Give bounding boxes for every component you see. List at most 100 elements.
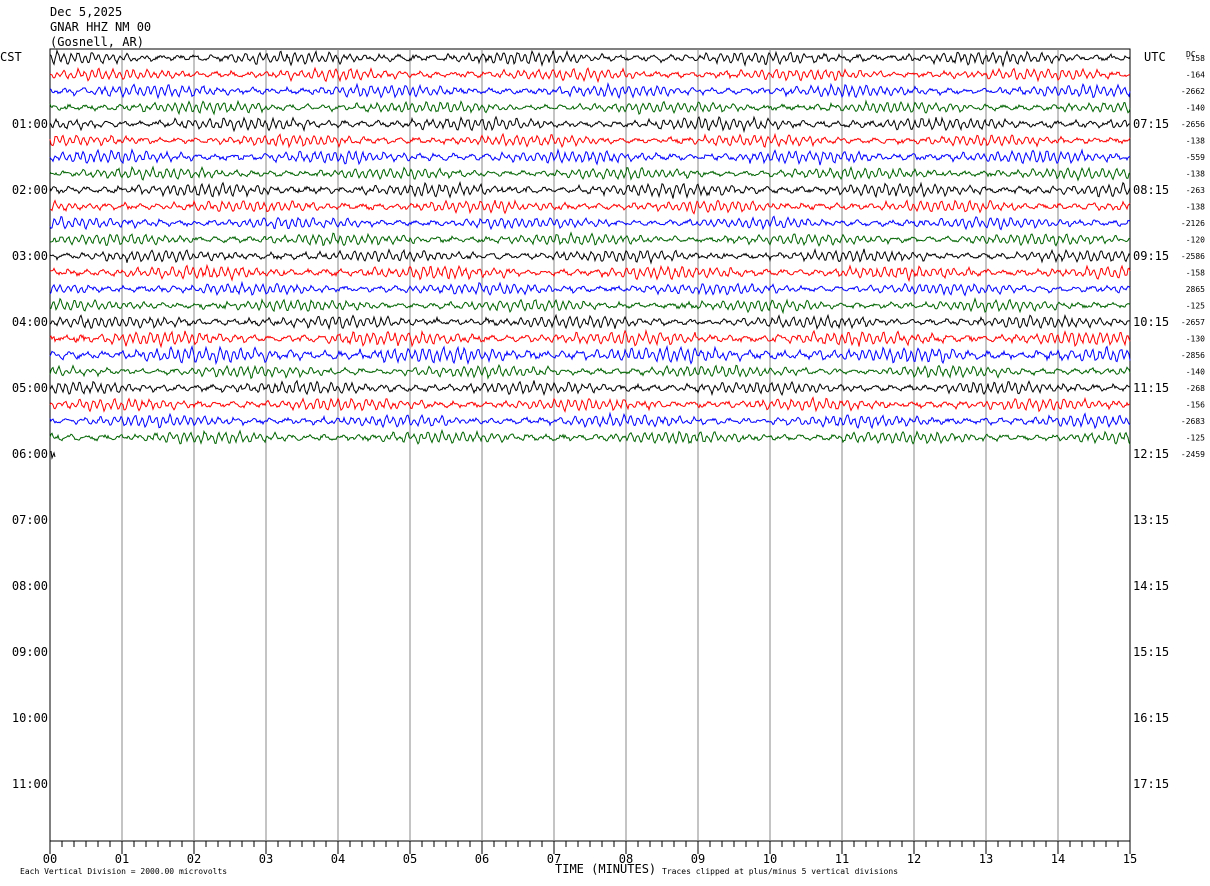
x-tick-label: 06 <box>475 852 489 866</box>
trace-row-6 <box>49 148 1131 166</box>
trace-row-15 <box>49 297 1131 315</box>
trace-row-12 <box>49 247 1131 265</box>
right-timezone-label: UTC <box>1144 50 1166 64</box>
dc-offset-label: -156 <box>1186 401 1205 410</box>
left-timezone-label: CST <box>0 50 22 64</box>
x-tick-label: 08 <box>619 852 633 866</box>
right-hour-label: 10:15 <box>1133 315 1169 329</box>
x-tick-label: 11 <box>835 852 849 866</box>
trace-row-22 <box>49 411 1131 430</box>
trace-row-17 <box>49 328 1131 349</box>
dc-offset-label: -263 <box>1186 186 1205 195</box>
station-label: GNAR HHZ NM 00 <box>50 20 151 34</box>
left-hour-labels: 01:00 02:00 03:00 04:00 05:00 06:00 07:00 08:00… <box>12 117 48 791</box>
x-tick-label: 05 <box>403 852 417 866</box>
scale-note: Each Vertical Division = 2000.00 microvo… <box>20 867 227 876</box>
trace-row-4 <box>49 115 1131 134</box>
x-tick-label: 14 <box>1051 852 1065 866</box>
left-hour-label: 03:00 <box>12 249 48 263</box>
x-tick-label: 15 <box>1123 852 1137 866</box>
dc-offset-label: -120 <box>1186 236 1205 245</box>
trace-row-23 <box>49 428 1131 445</box>
left-hour-label: 01:00 <box>12 117 48 131</box>
dc-offset-label: -2683 <box>1181 417 1205 426</box>
dc-offset-label: -138 <box>1186 137 1205 146</box>
x-tick-label: 04 <box>331 852 345 866</box>
dc-offset-label: -138 <box>1186 203 1205 212</box>
dc-offset-label: -140 <box>1186 104 1205 113</box>
right-hour-label: 16:15 <box>1133 711 1169 725</box>
dc-offset-label: 2865 <box>1186 285 1205 294</box>
left-hour-label: 11:00 <box>12 777 48 791</box>
x-tick-label: 10 <box>763 852 777 866</box>
right-hour-label: 12:15 <box>1133 447 1169 461</box>
x-tick-label: 00 <box>43 852 57 866</box>
trace-row-9 <box>49 199 1131 215</box>
dc-offset-label: -140 <box>1186 368 1205 377</box>
trace-row-20 <box>49 379 1131 397</box>
dc-offset-label: -125 <box>1186 302 1205 311</box>
left-hour-label: 06:00 <box>12 447 48 461</box>
date-label: Dec 5,2025 <box>50 5 122 19</box>
left-hour-label: 02:00 <box>12 183 48 197</box>
trace-row-19 <box>49 363 1131 380</box>
x-tick-label: 13 <box>979 852 993 866</box>
left-hour-label: 09:00 <box>12 645 48 659</box>
dc-offset-label: -130 <box>1186 335 1205 344</box>
seismic-traces <box>49 49 1131 460</box>
x-axis-title: TIME (MINUTES) <box>555 862 656 876</box>
dc-offset-label: -2662 <box>1181 87 1205 96</box>
trace-row-13 <box>49 263 1131 283</box>
dc-offset-label: -2657 <box>1181 318 1205 327</box>
dc-offset-label: -559 <box>1186 153 1205 162</box>
dc-offset-label: -2656 <box>1181 120 1205 129</box>
dc-offset-label: -268 <box>1186 384 1205 393</box>
left-hour-label: 10:00 <box>12 711 48 725</box>
trace-row-2 <box>49 81 1131 100</box>
trace-row-0 <box>49 49 1131 68</box>
x-tick-label: 01 <box>115 852 129 866</box>
location-label: (Gosnell, AR) <box>50 35 144 49</box>
trace-row-24 <box>50 450 56 460</box>
right-hour-label: 15:15 <box>1133 645 1169 659</box>
right-hour-labels: 07:15 08:15 09:15 10:15 11:15 12:15 13:15 14:15… <box>1133 117 1169 791</box>
dc-offset-label: -2459 <box>1181 450 1205 459</box>
trace-row-18 <box>49 344 1131 366</box>
trace-row-21 <box>49 396 1131 413</box>
minute-gridlines <box>121 49 1059 841</box>
plot-frame <box>49 48 1131 842</box>
left-hour-label: 08:00 <box>12 579 48 593</box>
trace-row-14 <box>49 280 1131 297</box>
right-hour-label: 11:15 <box>1133 381 1169 395</box>
right-hour-label: 08:15 <box>1133 183 1169 197</box>
right-hour-label: 14:15 <box>1133 579 1169 593</box>
dc-offset-label: -158 <box>1186 54 1205 63</box>
x-tick-label: 09 <box>691 852 705 866</box>
trace-row-7 <box>49 165 1131 182</box>
trace-row-11 <box>49 231 1130 247</box>
x-tick-label: 12 <box>907 852 921 866</box>
x-tick-label: 02 <box>187 852 201 866</box>
trace-row-8 <box>49 180 1131 199</box>
left-hour-label: 05:00 <box>12 381 48 395</box>
x-tick-label: 07 <box>547 852 561 866</box>
right-hour-label: 09:15 <box>1133 249 1169 263</box>
clip-note: Traces clipped at plus/minus 5 vertical … <box>662 867 898 876</box>
x-axis: 00 01 02 03 04 05 06 07 08 09 10 11 12 13 14 15 <box>43 841 1137 866</box>
dc-offset-label: -138 <box>1186 170 1205 179</box>
dc-offset-label: -2856 <box>1181 351 1205 360</box>
x-tick-label: 03 <box>259 852 273 866</box>
right-hour-label: 07:15 <box>1133 117 1169 131</box>
trace-row-3 <box>49 99 1131 116</box>
left-hour-label: 04:00 <box>12 315 48 329</box>
right-hour-label: 17:15 <box>1133 777 1169 791</box>
trace-row-1 <box>49 66 1131 84</box>
left-hour-label: 07:00 <box>12 513 48 527</box>
right-hour-label: 13:15 <box>1133 513 1169 527</box>
dc-offset-label: -2586 <box>1181 252 1205 261</box>
dc-offset-label: -2126 <box>1181 219 1205 228</box>
dc-offset-label: -158 <box>1186 269 1205 278</box>
dc-header-label: DC <box>1186 50 1196 59</box>
trace-row-10 <box>49 215 1131 231</box>
